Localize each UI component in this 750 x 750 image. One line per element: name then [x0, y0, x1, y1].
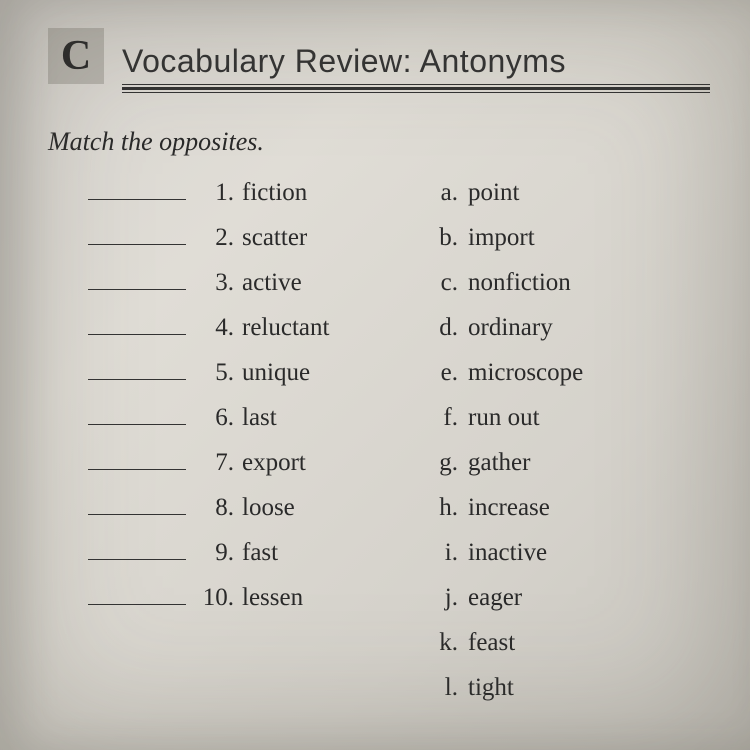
columns: 1. fiction 2. scatter 3. active 4. reluctant 5. u…: [48, 179, 710, 719]
list-item: 6. last: [88, 404, 428, 432]
option-label: a.: [428, 179, 458, 207]
right-column: a. point b. import c. nonfiction d. ordinary e. m…: [428, 179, 710, 719]
option-item: l. tight: [428, 674, 710, 702]
item-word: active: [242, 269, 302, 297]
item-number: 5.: [194, 359, 234, 387]
title-underline: [122, 84, 710, 93]
answer-blank[interactable]: [88, 315, 186, 335]
option-word: microscope: [468, 359, 583, 387]
item-number: 8.: [194, 494, 234, 522]
item-word: lessen: [242, 584, 303, 612]
option-item: k. feast: [428, 629, 710, 657]
option-item: g. gather: [428, 449, 710, 477]
option-word: import: [468, 224, 535, 252]
item-word: scatter: [242, 224, 307, 252]
item-number: 4.: [194, 314, 234, 342]
option-word: run out: [468, 404, 540, 432]
option-item: h. increase: [428, 494, 710, 522]
answer-blank[interactable]: [88, 405, 186, 425]
rule-thin: [122, 84, 710, 85]
item-number: 1.: [194, 179, 234, 207]
item-word: fast: [242, 539, 278, 567]
item-word: fiction: [242, 179, 307, 207]
list-item: 3. active: [88, 269, 428, 297]
answer-blank[interactable]: [88, 540, 186, 560]
option-word: eager: [468, 584, 522, 612]
option-item: j. eager: [428, 584, 710, 612]
answer-blank[interactable]: [88, 360, 186, 380]
left-column: 1. fiction 2. scatter 3. active 4. reluctant 5. u…: [88, 179, 428, 719]
option-label: b.: [428, 224, 458, 252]
option-word: tight: [468, 674, 514, 702]
item-word: reluctant: [242, 314, 329, 342]
option-word: point: [468, 179, 519, 207]
instruction-text: Match the opposites.: [48, 127, 710, 157]
answer-blank[interactable]: [88, 225, 186, 245]
answer-blank[interactable]: [88, 180, 186, 200]
list-item: 5. unique: [88, 359, 428, 387]
rule-thick: [122, 87, 710, 90]
option-label: k.: [428, 629, 458, 657]
list-item: 10. lessen: [88, 584, 428, 612]
item-word: last: [242, 404, 277, 432]
option-word: nonfiction: [468, 269, 571, 297]
header: C Vocabulary Review: Antonyms: [48, 28, 710, 84]
worksheet-page: C Vocabulary Review: Antonyms Match the …: [0, 0, 750, 739]
option-label: l.: [428, 674, 458, 702]
option-word: ordinary: [468, 314, 553, 342]
option-word: inactive: [468, 539, 547, 567]
option-label: j.: [428, 584, 458, 612]
section-letter: C: [61, 32, 91, 80]
list-item: 1. fiction: [88, 179, 428, 207]
option-word: increase: [468, 494, 550, 522]
item-word: unique: [242, 359, 310, 387]
option-item: c. nonfiction: [428, 269, 710, 297]
answer-blank[interactable]: [88, 270, 186, 290]
rule-thin-2: [122, 92, 710, 93]
option-label: f.: [428, 404, 458, 432]
option-item: f. run out: [428, 404, 710, 432]
item-number: 9.: [194, 539, 234, 567]
option-label: c.: [428, 269, 458, 297]
option-item: a. point: [428, 179, 710, 207]
answer-blank[interactable]: [88, 495, 186, 515]
list-item: 2. scatter: [88, 224, 428, 252]
option-label: i.: [428, 539, 458, 567]
item-number: 6.: [194, 404, 234, 432]
option-item: b. import: [428, 224, 710, 252]
list-item: 4. reluctant: [88, 314, 428, 342]
item-number: 2.: [194, 224, 234, 252]
item-number: 7.: [194, 449, 234, 477]
item-word: export: [242, 449, 306, 477]
answer-blank[interactable]: [88, 450, 186, 470]
option-label: h.: [428, 494, 458, 522]
option-item: d. ordinary: [428, 314, 710, 342]
option-label: d.: [428, 314, 458, 342]
item-number: 10.: [194, 584, 234, 612]
option-word: feast: [468, 629, 515, 657]
item-number: 3.: [194, 269, 234, 297]
answer-blank[interactable]: [88, 585, 186, 605]
list-item: 9. fast: [88, 539, 428, 567]
option-word: gather: [468, 449, 530, 477]
option-label: g.: [428, 449, 458, 477]
item-word: loose: [242, 494, 295, 522]
option-label: e.: [428, 359, 458, 387]
page-title: Vocabulary Review: Antonyms: [122, 43, 566, 84]
option-item: e. microscope: [428, 359, 710, 387]
option-item: i. inactive: [428, 539, 710, 567]
section-letter-box: C: [48, 28, 104, 84]
list-item: 7. export: [88, 449, 428, 477]
list-item: 8. loose: [88, 494, 428, 522]
